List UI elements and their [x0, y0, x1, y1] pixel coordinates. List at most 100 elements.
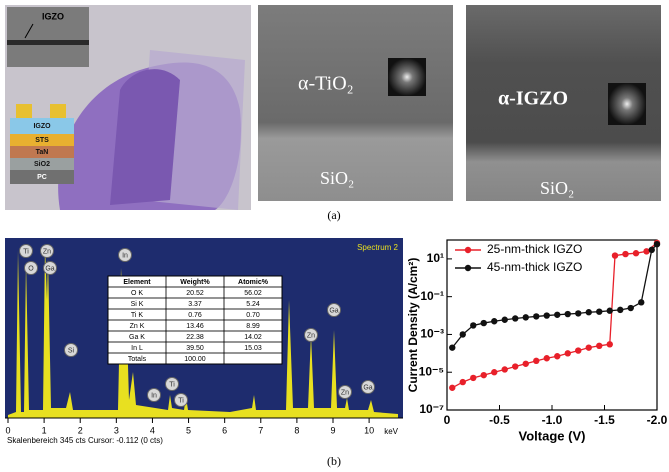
- spectrum-title: Spectrum 2: [357, 243, 398, 252]
- spectrum-footer: Skalenbereich 345 cts Cursor: -0.112 (0 …: [7, 436, 163, 445]
- legend-label: 45-nm-thick IGZO: [487, 260, 582, 274]
- table-cell-text: 22.38: [186, 334, 204, 341]
- data-point: [596, 308, 602, 314]
- legend-marker: [465, 265, 471, 271]
- data-point: [449, 344, 455, 350]
- x-tick-label: 0: [5, 425, 10, 435]
- data-point: [544, 355, 550, 361]
- legend-marker: [465, 247, 471, 253]
- data-point: [481, 320, 487, 326]
- legend-label: 25-nm-thick IGZO: [487, 242, 582, 256]
- data-point: [523, 361, 529, 367]
- table-cell-text: 15.03: [244, 345, 262, 352]
- peak-label: In: [151, 392, 157, 399]
- peak-label: In: [122, 252, 128, 259]
- x-axis-label: Voltage (V): [519, 428, 586, 443]
- peak-label: Ga: [329, 307, 338, 314]
- data-point: [565, 350, 571, 356]
- table-header: Atomic%: [238, 279, 269, 286]
- data-point: [586, 309, 592, 315]
- data-point: [612, 252, 618, 258]
- peak-label: O: [28, 265, 34, 272]
- peak-label: Ti: [178, 397, 184, 404]
- x-tick-label: 8: [294, 425, 299, 435]
- data-point: [470, 375, 476, 381]
- x-tick-label: 4: [150, 425, 155, 435]
- peak-label: Ga: [45, 265, 54, 272]
- data-point: [617, 307, 623, 313]
- table-cell-text: 20.52: [186, 290, 204, 297]
- table-cell-text: O K: [131, 290, 143, 297]
- layer-label: IGZO: [33, 123, 51, 130]
- x-tick-label: 9: [330, 425, 335, 435]
- data-point: [533, 313, 539, 319]
- y-tick-label: 10¹: [427, 251, 444, 265]
- peak-label: Zn: [307, 332, 315, 339]
- y-tick-label: 10⁻⁵: [419, 364, 444, 378]
- data-point: [460, 379, 466, 385]
- x-tick-label: 5: [186, 425, 191, 435]
- table-header: Element: [123, 279, 151, 286]
- x-tick-label: 2: [78, 425, 83, 435]
- x-tick-label: 1: [42, 425, 47, 435]
- peak-label: Si: [68, 347, 75, 354]
- film-label: α-IGZO: [498, 88, 568, 110]
- x-tick-label: 10: [364, 425, 374, 435]
- table-cell-text: 0.76: [188, 312, 202, 319]
- photo-panel: IGZO IGZO STS TaN SiO2 PC: [5, 5, 251, 210]
- data-point: [575, 310, 581, 316]
- y-tick-label: 10⁻³: [420, 327, 444, 341]
- data-point: [491, 369, 497, 375]
- data-point: [491, 318, 497, 324]
- data-point: [544, 312, 550, 318]
- figure: IGZO IGZO STS TaN SiO2 PC α-TiO₂ SiO₂ α-…: [0, 0, 669, 472]
- unit-label: keV: [384, 427, 398, 436]
- data-point: [449, 385, 455, 391]
- substrate-label: SiO₂: [540, 178, 574, 198]
- peak-label: Ga: [363, 384, 372, 391]
- film-label: α-TiO₂: [298, 73, 354, 95]
- table-cell-text: 8.99: [246, 323, 260, 330]
- caption: (a): [327, 208, 340, 222]
- data-point: [565, 311, 571, 317]
- table-cell-text: 0.70: [246, 312, 260, 319]
- table-cell-text: Totals: [128, 356, 147, 363]
- x-tick-label: -1.5: [594, 413, 615, 427]
- data-point: [554, 353, 560, 359]
- x-tick-label: 7: [258, 425, 263, 435]
- table-cell-text: 100.00: [184, 356, 206, 363]
- data-point: [649, 247, 655, 253]
- data-point: [638, 299, 644, 305]
- table-cell-text: In L: [131, 345, 143, 352]
- table-cell-text: 14.02: [244, 334, 262, 341]
- data-point: [586, 344, 592, 350]
- peak-label: Ti: [23, 248, 29, 255]
- inset-label: IGZO: [42, 11, 64, 21]
- data-point: [607, 308, 613, 314]
- x-tick-label: 0: [444, 413, 451, 427]
- data-point: [607, 341, 613, 347]
- table-cell-text: 56.02: [244, 290, 262, 297]
- caption: (b): [327, 454, 341, 468]
- table-cell-text: Ga K: [129, 334, 145, 341]
- data-point: [654, 241, 660, 247]
- data-point: [596, 343, 602, 349]
- y-tick-label: 10⁻¹: [420, 289, 444, 303]
- data-point: [628, 305, 634, 311]
- x-tick-label: 6: [222, 425, 227, 435]
- data-point: [554, 312, 560, 318]
- x-tick-label: -0.5: [489, 413, 510, 427]
- data-point: [512, 315, 518, 321]
- layer-label: SiO2: [34, 161, 50, 168]
- data-point: [622, 251, 628, 257]
- data-point: [481, 372, 487, 378]
- peak-label: Zn: [43, 248, 51, 255]
- x-tick-label: -1.0: [542, 413, 563, 427]
- data-point: [523, 314, 529, 320]
- data-point: [633, 250, 639, 256]
- data-point: [460, 331, 466, 337]
- table-cell-text: Zn K: [130, 323, 145, 330]
- data-point: [502, 317, 508, 323]
- data-point: [512, 363, 518, 369]
